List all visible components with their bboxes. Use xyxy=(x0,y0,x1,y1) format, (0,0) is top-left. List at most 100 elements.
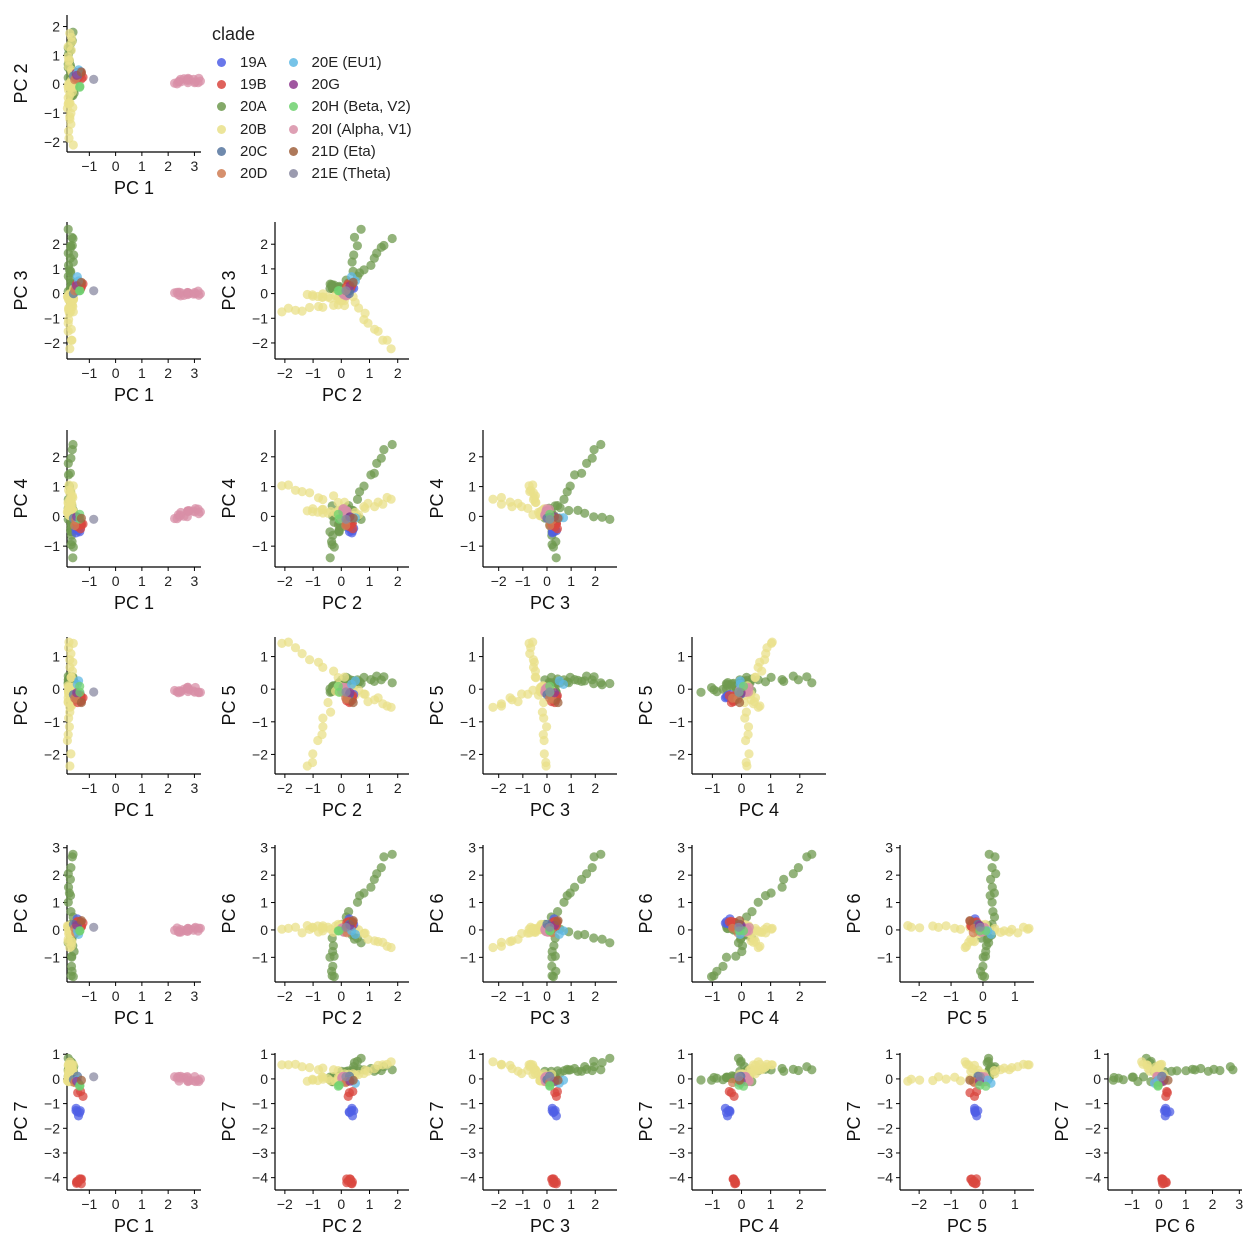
panel-pc6-vs-pc4: −1 0 1 2 −1 0 1 2 3 PC 4 PC 6 xyxy=(636,840,826,1028)
x-tick-label: 0 xyxy=(112,365,120,381)
scatter-point xyxy=(505,497,515,507)
scatter-point xyxy=(89,514,99,524)
x-tick-label: 0 xyxy=(979,988,987,1004)
scatter-point xyxy=(605,938,615,948)
scatter-point xyxy=(580,508,590,518)
scatter-point xyxy=(707,1075,717,1085)
x-axis-title: PC 4 xyxy=(739,800,779,820)
scatter-point xyxy=(696,1075,706,1085)
y-tick-label: 1 xyxy=(52,1046,60,1062)
scatter-point xyxy=(76,67,86,77)
y-tick-label: −1 xyxy=(669,1096,685,1112)
legend-key xyxy=(217,169,226,179)
y-tick-label: 3 xyxy=(52,840,60,856)
scatter-point xyxy=(64,682,74,692)
scatter-point xyxy=(722,680,732,690)
scatter-point xyxy=(505,937,515,947)
y-tick-label: 1 xyxy=(677,1046,685,1062)
scatter-point xyxy=(524,638,534,649)
scatter-point xyxy=(589,933,599,943)
x-tick-label: 0 xyxy=(337,365,345,381)
y-axis-title: PC 4 xyxy=(427,478,447,518)
x-axis-title: PC 1 xyxy=(114,1008,154,1028)
y-tick-label: 1 xyxy=(1093,1046,1101,1062)
y-tick-label: 0 xyxy=(468,922,476,938)
y-tick-label: 3 xyxy=(260,840,268,856)
scatter-point xyxy=(589,679,599,689)
x-tick-label: 1 xyxy=(567,573,575,589)
x-tick-label: 0 xyxy=(738,1196,746,1212)
x-tick-label: 1 xyxy=(366,780,374,796)
y-tick-label: 2 xyxy=(260,236,268,252)
scatter-point xyxy=(1023,924,1033,934)
scatter-point xyxy=(597,680,607,690)
scatter-point xyxy=(1013,928,1023,938)
scatter-point xyxy=(734,1072,744,1082)
legend-label: 21E (Theta) xyxy=(311,165,391,183)
scatter-point xyxy=(545,1080,555,1090)
scatter-point xyxy=(573,675,583,685)
scatter-point xyxy=(793,1065,804,1076)
scatter-point xyxy=(550,1088,560,1098)
scatter-point xyxy=(68,972,78,982)
scatter-point xyxy=(505,1060,515,1070)
x-tick-label: −2 xyxy=(277,780,293,796)
scatter-point xyxy=(65,114,75,124)
scatter-point xyxy=(363,318,373,328)
scatter-point xyxy=(505,693,515,703)
scatter-point xyxy=(76,916,86,926)
x-tick-label: −1 xyxy=(515,573,531,589)
legend-item: 20H (Beta, V2) xyxy=(282,96,412,118)
scatter-point xyxy=(379,852,389,862)
scatter-point xyxy=(348,697,358,708)
scatter-point xyxy=(66,266,76,276)
y-axis-title: PC 6 xyxy=(11,893,31,933)
scatter-point xyxy=(76,1179,86,1189)
scatter-point xyxy=(64,82,74,92)
scatter-point xyxy=(548,542,559,552)
x-tick-label: −2 xyxy=(277,573,293,589)
y-tick-label: −2 xyxy=(669,1120,685,1136)
scatter-point xyxy=(735,916,745,926)
scatter-point xyxy=(290,305,301,315)
scatter-point xyxy=(539,735,549,746)
legend-column-right: 20E (EU1) 20G 20H (Beta, V2) 20I (Alpha,… xyxy=(282,51,412,185)
scatter-point xyxy=(356,1053,366,1063)
legend-label: 21D (Eta) xyxy=(311,142,376,160)
y-tick-label: 1 xyxy=(468,1046,476,1062)
x-tick-label: 2 xyxy=(394,780,402,796)
y-tick-label: −2 xyxy=(877,1120,893,1136)
legend-key xyxy=(288,102,298,112)
y-tick-label: 0 xyxy=(52,1071,60,1087)
scatter-point xyxy=(975,1072,985,1082)
x-tick-label: 2 xyxy=(394,988,402,1004)
scatter-point xyxy=(329,491,339,501)
x-tick-label: 0 xyxy=(112,988,120,1004)
x-tick-label: 2 xyxy=(796,780,804,796)
scatter-point xyxy=(589,445,599,455)
legend-item: 20C xyxy=(210,140,268,162)
x-tick-label: 0 xyxy=(543,780,551,796)
y-axis-title: PC 7 xyxy=(427,1101,447,1141)
y-tick-label: 1 xyxy=(52,479,60,495)
y-tick-label: 1 xyxy=(52,649,60,665)
y-tick-label: 1 xyxy=(468,479,476,495)
y-axis-title: PC 5 xyxy=(636,685,656,725)
scatter-point xyxy=(65,468,75,478)
y-tick-label: −1 xyxy=(460,714,476,730)
scatter-point xyxy=(65,1057,75,1067)
scatter-point xyxy=(517,689,527,699)
y-axis-title: PC 6 xyxy=(219,893,239,933)
scatter-point xyxy=(1108,1075,1118,1085)
scatter-point xyxy=(979,972,990,982)
scatter-point xyxy=(65,942,75,953)
x-tick-label: 3 xyxy=(1235,1196,1243,1212)
x-tick-label: −2 xyxy=(277,988,293,1004)
legend-key xyxy=(288,57,298,67)
y-tick-label: −3 xyxy=(460,1145,476,1161)
scatter-point xyxy=(75,286,85,296)
scatter-point xyxy=(582,869,592,879)
x-tick-label: 2 xyxy=(394,1196,402,1212)
legend-key xyxy=(217,79,226,89)
x-tick-label: 0 xyxy=(112,780,120,796)
